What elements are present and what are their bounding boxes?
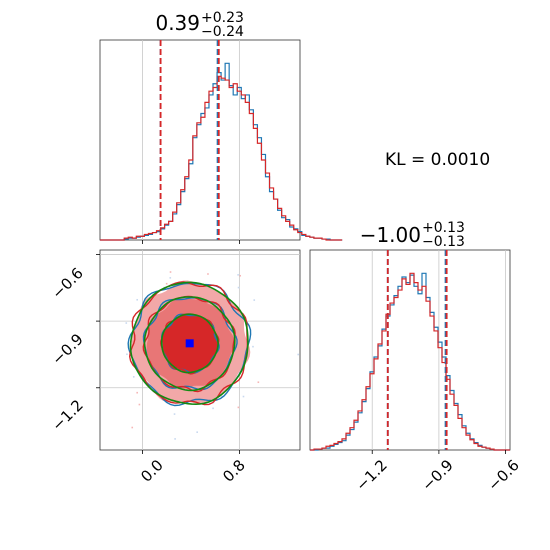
x-marginal-histogram-red [100,75,343,241]
joint-contour-green-1 [143,296,236,392]
joint-sample-point [297,353,300,356]
joint-sample-point [237,286,240,289]
y-marginal-tick-label-0: −1.2 [352,456,390,494]
joint-contours [113,242,300,440]
joint-sample-point [196,431,198,433]
y-marginal-ticks [371,450,506,454]
joint-sample-point [221,395,223,398]
joint-y-tick-label-0: −0.6 [48,264,86,302]
joint-sample-point [253,299,256,301]
joint-x-tick-label-0: 0.0 [137,456,167,486]
joint-contour-green-2 [129,281,249,406]
y-marginal-histogram-red [310,272,510,451]
kl-annotation: KL = 0.0010 [385,150,490,170]
x-marginal-histogram-blue [100,62,343,241]
y-marginal-title-value: −1.00 [360,223,421,247]
joint-sample-point [165,282,168,285]
joint-sample-point [169,277,172,279]
joint-sample-point [132,376,135,378]
y-marginal-histograms [310,272,510,451]
y-marginal-panel: −1.00 +0.13 −0.13 −1.2 −0.9 −0.6 [309,220,523,495]
joint-sample-point [174,438,176,440]
joint-sample-point [237,406,240,409]
y-marginal-title-minus: −0.13 [422,234,465,250]
joint-sample-point [257,381,260,384]
joint-truth-marker [185,339,194,348]
joint-x-tick-label-1: 0.8 [219,456,249,486]
x-marginal-histograms [100,62,343,241]
joint-ticks [96,254,240,454]
x-marginal-grid [142,40,240,240]
joint-sample-point [212,407,214,410]
joint-sample-point [136,298,138,301]
x-marginal-axes [99,39,301,241]
joint-sample-point [252,345,254,348]
joint-sample-point [113,242,115,244]
joint-sample-point [239,274,242,277]
joint-sample-point [242,395,245,398]
joint-sample-point [136,391,138,394]
joint-sample-point [126,353,128,356]
y-marginal-tick-label-1: −0.9 [418,456,456,494]
y-marginal-tick-label-2: −0.6 [484,456,522,494]
joint-sample-point [207,273,209,275]
y-marginal-quantile-lines [386,250,448,450]
joint-y-tick-label-1: −0.9 [48,330,86,368]
y-marginal-title-plus: +0.13 [422,220,465,236]
joint-sample-point [138,403,141,406]
joint-sample-point [169,271,172,273]
x-marginal-quantile-lines [159,40,220,240]
x-marginal-title-value: 0.39 [155,11,200,35]
x-marginal-title-plus: +0.23 [201,10,244,26]
joint-contour-red-2 [128,281,249,406]
joint-sample-point [237,274,239,276]
x-marginal-panel: 0.39 +0.23 −0.24 [99,10,343,244]
joint-sample-point [173,413,176,415]
joint-contour-green-0 [160,313,219,374]
joint-panel: −0.6 −0.9 −1.2 0.0 0.8 [48,242,301,486]
x-marginal-ticks [142,240,240,244]
y-marginal-grid [371,250,506,450]
joint-sample-point [131,426,134,429]
joint-y-tick-label-2: −1.2 [48,396,86,434]
joint-sample-point [125,322,128,324]
x-marginal-title-minus: −0.24 [201,24,244,40]
